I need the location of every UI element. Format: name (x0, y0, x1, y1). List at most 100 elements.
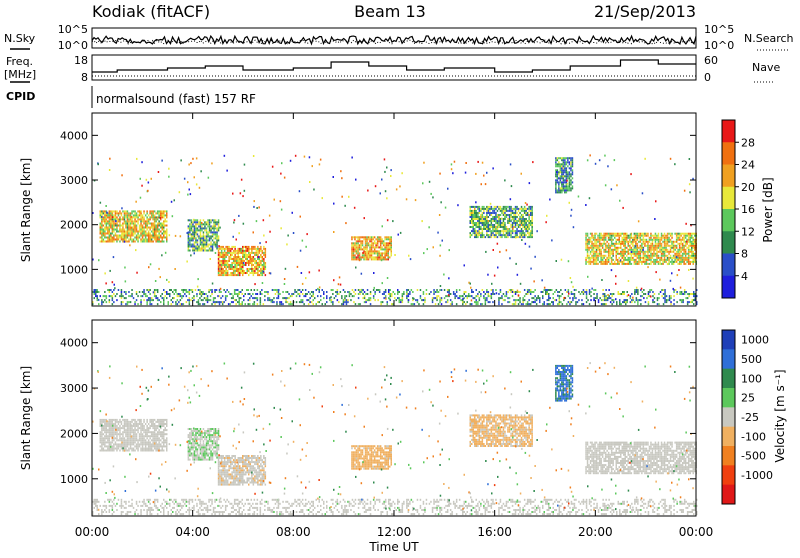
power-cell (629, 249, 631, 251)
power-cell (531, 226, 533, 228)
power-cell (670, 255, 672, 257)
power-cell (332, 301, 334, 303)
power-cell (137, 233, 139, 235)
power-cell (354, 244, 356, 246)
power-cell (260, 264, 262, 266)
power-cell (667, 241, 669, 243)
velocity-cell (109, 437, 111, 439)
power-cell (374, 258, 376, 260)
power-cell (482, 206, 484, 208)
power-cell (687, 303, 689, 305)
power-speckle (151, 178, 153, 180)
power-cell (583, 293, 585, 295)
power-cell (194, 248, 196, 250)
power-cell (524, 232, 526, 234)
power-cell (121, 212, 123, 214)
power-cell (471, 222, 473, 224)
power-cell (681, 291, 683, 293)
power-cell (218, 258, 220, 260)
power-speckle (630, 233, 632, 235)
power-cell (656, 261, 658, 263)
power-cell (662, 249, 664, 251)
power-cell (560, 189, 562, 191)
velocity-cell (127, 439, 129, 441)
power-cell (665, 239, 667, 241)
power-cell (480, 222, 482, 224)
power-cell (257, 262, 259, 264)
power-cell (273, 301, 275, 303)
velocity-cell (101, 448, 103, 450)
power-cell (688, 237, 690, 239)
power-cell (162, 223, 164, 225)
power-cell (152, 212, 154, 214)
power-cell (569, 163, 571, 165)
power-cell (230, 250, 232, 252)
velocity-cell (125, 450, 127, 452)
power-cell (557, 191, 559, 193)
power-cell (130, 212, 132, 214)
power-cell (611, 293, 613, 295)
power-cell (210, 221, 212, 223)
power-cell (680, 259, 682, 261)
power-cell (454, 295, 456, 297)
power-cell (457, 297, 459, 299)
power-cell (489, 208, 491, 210)
power-cell (477, 226, 479, 228)
power-speckle (511, 185, 513, 187)
velocity-cell (125, 423, 127, 425)
power-cell (143, 227, 145, 229)
power-cell (118, 212, 120, 214)
power-cell (189, 291, 191, 293)
power-cell (685, 291, 687, 293)
power-cell (140, 235, 142, 237)
power-cell (219, 270, 221, 272)
power-cell (239, 258, 241, 260)
power-cell (479, 230, 481, 232)
power-cell (527, 230, 529, 232)
power-cell (209, 219, 211, 221)
power-cell (637, 289, 639, 291)
power-cell (263, 252, 265, 254)
power-cell (254, 252, 256, 254)
power-cell (121, 229, 123, 231)
power-cell (157, 291, 159, 293)
power-cell (519, 236, 521, 238)
power-speckle (196, 157, 198, 159)
power-cell (221, 272, 223, 274)
power-speckle (510, 198, 512, 200)
power-cell (629, 239, 631, 241)
power-cell (664, 241, 666, 243)
power-speckle (318, 270, 320, 272)
power-cell (166, 212, 168, 214)
power-cell (492, 301, 494, 303)
power-cell (388, 250, 390, 252)
power-cell (142, 291, 144, 293)
power-cell (140, 301, 142, 303)
power-cell (515, 220, 517, 222)
nsky-tick-top: 10^5 (58, 23, 88, 36)
power-cell (491, 295, 493, 297)
power-cell (634, 239, 636, 241)
power-cell (566, 185, 568, 187)
power-cell (575, 303, 577, 305)
power-cell (474, 297, 476, 299)
power-cell (217, 295, 219, 297)
velocity-cell (125, 441, 127, 443)
power-cell (671, 259, 673, 261)
velocity-cell (119, 439, 121, 441)
power-cell (518, 224, 520, 226)
power-cell (600, 263, 602, 265)
power-cell (118, 239, 120, 241)
power-cell (354, 248, 356, 250)
power-cell (690, 243, 692, 245)
power-cell (491, 230, 493, 232)
power-cell (645, 301, 647, 303)
power-cell (234, 268, 236, 270)
power-cell (659, 263, 661, 265)
power-cell (659, 237, 661, 239)
power-cell (483, 210, 485, 212)
power-cell (531, 218, 533, 220)
power-cell (476, 303, 478, 305)
power-cell (112, 239, 114, 241)
power-speckle (529, 246, 531, 248)
